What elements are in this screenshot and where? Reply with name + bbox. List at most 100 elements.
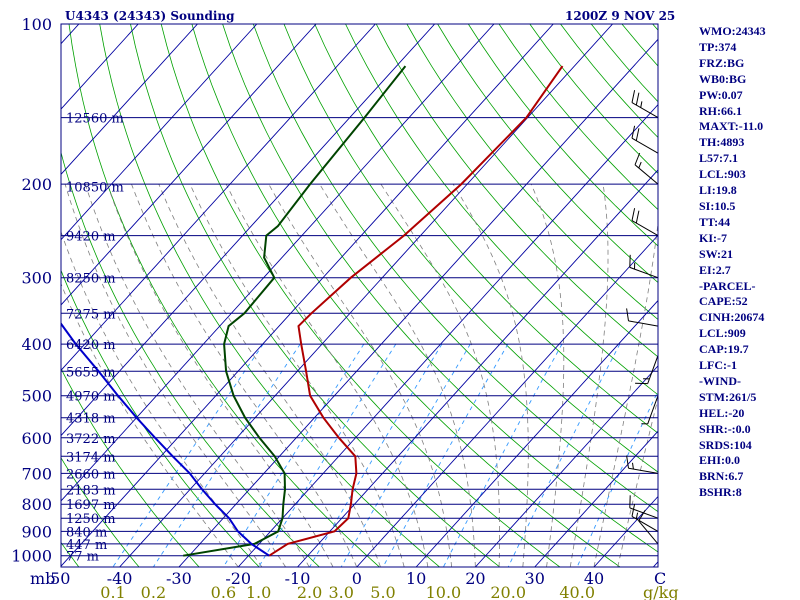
stat-key: HEL [699,405,725,420]
wind-barb [641,395,659,425]
stat-separator: : [723,55,727,70]
stat-row-bshr: BSHR:8 [699,485,799,501]
height-label: 7275 m [66,307,116,322]
moist-adiabat-line [530,183,565,567]
mixing-ratio-unit-label: g/kg [643,583,679,600]
isotherm-line [356,234,658,567]
stat-key: SW [699,246,718,261]
stat-value: 374 [718,39,737,54]
mixing-ratio-line [153,343,301,567]
stat-value: 52 [735,294,748,309]
height-label: 2660 m [66,467,116,482]
stat-separator: : [724,469,729,484]
mixing-ratio-tick-label: 1.0 [246,583,271,600]
stat-value: 903 [727,167,746,182]
stat-value: 44 [718,214,731,229]
dry-adiabat-line [345,24,658,396]
pressure-tick-label: 700 [21,464,52,483]
stat-row-rh: RH:66.1 [699,104,799,120]
wind-barb [626,308,659,327]
stat-separator: : [731,485,736,500]
stat-value: 0.0 [725,453,741,468]
mixing-ratio-line [576,390,658,567]
isotherm-line [61,24,317,306]
stats-panel: WMO:24343 TP:374 FRZ:BG WB0:BG PW:0.07 RH:66.… [699,24,799,501]
moist-adiabat-line [64,183,286,567]
temperature-trace [268,65,564,557]
isotherm-line [178,38,658,567]
stat-key: EI [699,262,712,277]
mixing-ratio-tick-label: 0.6 [211,583,236,600]
wind-barb-flag [631,90,636,103]
dry-adiabat-line [130,24,501,567]
stat-row-cap: CAP:19.7 [699,342,799,358]
wind-barb-staff [647,395,659,425]
stat-row-wb0: WB0:BG [699,72,799,88]
wind-barb-staff [647,355,659,384]
wind-barb-flag [635,92,640,106]
stat-key: SRDS [699,437,730,452]
stat-separator: : [724,405,729,420]
moist-adiabat-line [268,183,452,567]
moist-adiabat-line [189,183,405,567]
temperature-tick-label: 10 [406,569,426,588]
stat-row-frz: FRZ:BG [699,56,799,72]
moist-adiabat-line [61,282,239,567]
stat-value: 20674 [734,310,765,325]
stat-separator: : [725,71,730,86]
temperature-tick-label: -10 [285,569,311,588]
plot-area [61,24,658,567]
stat-key: FRZ [699,55,723,70]
pressure-tick-label: 200 [21,175,52,194]
mixing-ratio-tick-label: 3.0 [328,583,353,600]
stat-key: CAPE [699,294,732,309]
stat-row-brn: BRN:6.7 [699,469,799,485]
dry-adiabat-line [467,24,658,247]
stat-row-th: TH:4893 [699,135,799,151]
mixing-ratio-line [442,343,563,567]
wind-barb-layer [626,90,659,545]
isotherm-line [475,365,658,567]
stat-row-li: LI:19.8 [699,183,799,199]
height-label: 1250 m [66,512,116,527]
stat-key: SHR [699,421,724,436]
mixing-ratio-line [382,343,509,567]
dry-adiabat-line [61,367,200,567]
height-label: 4970 m [66,390,116,405]
stat-separator: : [711,262,716,277]
stat-separator: : [716,135,721,150]
stat-row-srds: SRDS:104 [699,438,799,454]
stat-separator: : [717,246,722,261]
wind-barb [635,355,659,385]
stat-row-tt: TT:44 [699,215,799,231]
wind-barb [634,152,659,185]
dry-adiabat-line [222,24,658,553]
stat-separator: : [713,230,718,245]
isotherm-line [297,169,658,567]
stat-row-ehi: EHI:0.0 [699,453,799,469]
stat-key: TH [699,135,717,150]
wind-barb-half-flag [635,512,639,520]
wind-barb-flag [631,125,636,139]
stat-separator: : [714,39,719,54]
pressure-tick-label: 300 [21,269,52,288]
pressure-unit-label: mb [30,569,55,588]
stat-value: BG [727,55,745,70]
wind-barb-half-flag [638,161,642,169]
isotherm-line [415,299,658,567]
wind-barb-flag [635,210,640,224]
stat-key: LCL [699,326,724,341]
stat-value: 10.5 [714,198,736,213]
stat-row-pw: PW:0.07 [699,88,799,104]
stats-heading: -PARCEL- [699,278,756,293]
height-label: 4318 m [66,412,116,427]
stat-key: SI [699,198,711,213]
moist-adiabat-line [452,183,529,567]
stat-separator: : [723,342,728,357]
stat-separator: : [723,421,728,436]
wind-barb [631,125,659,154]
stats-heading: -WIND- [699,373,741,388]
stat-value: 21 [721,246,734,261]
moist-adiabat-line [319,183,476,567]
